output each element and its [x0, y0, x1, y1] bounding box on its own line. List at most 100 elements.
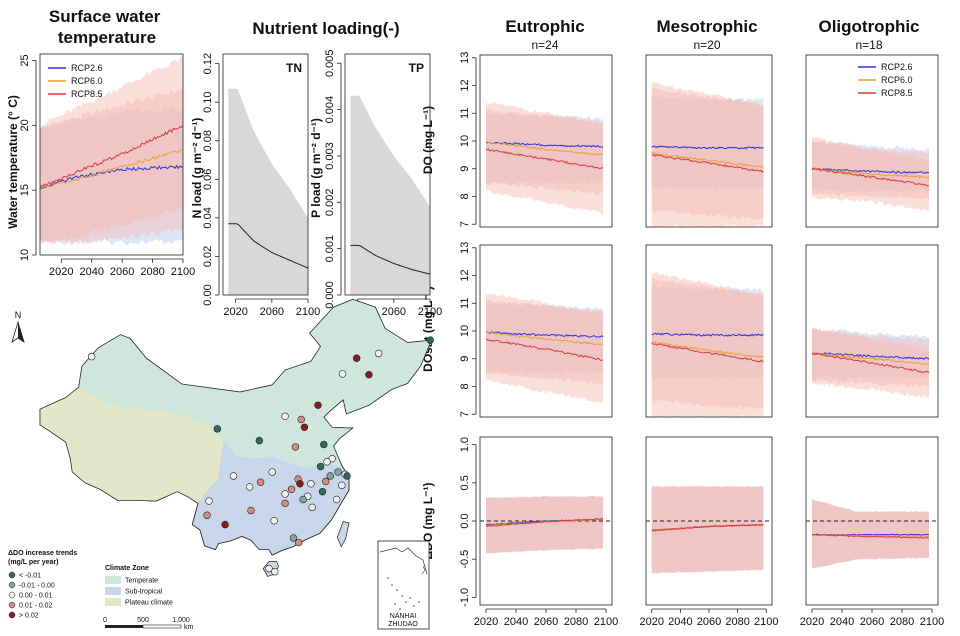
scale-tick-label: 500: [137, 617, 149, 624]
band-rcp85: [40, 55, 183, 244]
y-tick-label: 0.04: [202, 207, 214, 228]
oligotrophic-title: Oligotrophic: [818, 17, 919, 36]
band-tp: [350, 95, 430, 295]
temperature-legend: RCP2.6 RCP6.0 RCP8.5: [48, 63, 103, 99]
x-tick-label: 2100: [171, 266, 195, 278]
panel-frame: [222, 53, 309, 296]
y-tick-label: 0.06: [202, 169, 214, 190]
plot-area: [228, 88, 308, 295]
china-border: [39, 298, 433, 556]
site-marker: [334, 468, 342, 476]
panel-frame: [645, 244, 773, 418]
plot-area: [651, 81, 764, 227]
line-rcp85: [811, 167, 930, 187]
line-rcp85: [485, 338, 604, 361]
inset-island: [413, 605, 415, 607]
site-marker: [318, 487, 327, 496]
line-rcp60: [485, 141, 604, 156]
y-tick-label: 0.001: [324, 235, 336, 263]
eutrophic-title: Eutrophic: [505, 17, 584, 36]
scale-bar-black: [105, 625, 143, 628]
y-tick-label: 13: [459, 52, 471, 64]
temperature-title: Surface water temperature: [49, 7, 165, 47]
panel-do-mesotrophic: [645, 54, 773, 228]
y-tick-label: 7: [459, 411, 471, 417]
trend-legend-swatch: [8, 601, 16, 609]
site-marker: [316, 462, 325, 471]
x-tick-label: 2040: [504, 616, 528, 628]
taiwan-island: [336, 521, 350, 548]
inset-coast-2: [421, 565, 426, 575]
scale-bar-white: [142, 624, 182, 629]
legend-label: RCP2.6: [71, 63, 103, 73]
panel-frame: [39, 53, 184, 256]
site-marker: [265, 564, 273, 573]
y-tick-label: 0.0: [459, 513, 471, 528]
x-tick-label: 2060: [697, 616, 721, 628]
plot-area: [40, 55, 183, 246]
panel-do-eutrophic: 7 8 9 10 11 12 13: [459, 52, 613, 228]
zone-legend-title: Climate Zone: [105, 565, 149, 572]
band-rcp60: [651, 277, 764, 411]
y-tick-label: 0.000: [324, 281, 336, 309]
plot-area: [806, 499, 938, 569]
x-tick-label: 2060: [534, 616, 558, 628]
site-marker: [221, 520, 229, 529]
site-marker: [203, 511, 211, 519]
panel-tn: 2020 2060 2100 0.00 0.02 0.04 0.06 0.08 0.10 0.12…: [202, 53, 320, 318]
trend-legend-swatch: [8, 581, 16, 589]
site-marker: [268, 468, 276, 476]
site-marker: [338, 370, 347, 378]
y-tick-label: 12: [459, 79, 471, 91]
line-rcp60: [40, 149, 183, 190]
band-rcp60: [486, 299, 603, 386]
x-tick-label: 2040: [830, 616, 854, 628]
band-rcp26: [486, 495, 603, 554]
site-marker: [352, 354, 361, 362]
x-tick-label: 2100: [418, 306, 442, 318]
zone-legend-label: Plateau climate: [125, 600, 173, 607]
y-tick-label: 12: [459, 269, 471, 281]
y-tick-label: 8: [459, 193, 471, 199]
line-rcp85: [651, 523, 764, 532]
do-legend: RCP2.6 RCP6.0 RCP8.5: [858, 62, 913, 98]
x-tick-label: 2020: [639, 616, 663, 628]
inset-frame: [377, 540, 430, 630]
line-rcp60: [651, 341, 764, 358]
site-marker: [281, 490, 289, 498]
site-marker: [271, 568, 279, 576]
inset-coast: [379, 547, 428, 575]
band-rcp85: [651, 272, 764, 417]
x-tick-label: 2040: [79, 266, 103, 278]
x-tick-label: 2100: [594, 616, 618, 628]
y-tick-label: 1.0: [459, 437, 471, 452]
mesotrophic-title: Mesotrophic: [656, 17, 757, 36]
panel-dosat-mesotrophic: [645, 244, 773, 418]
x-tick-label: 2020: [49, 266, 73, 278]
x-tick-label: 2040: [668, 616, 692, 628]
site-marker: [299, 495, 307, 504]
site-marker: [374, 349, 383, 358]
y-tick-label: 0.10: [202, 91, 214, 112]
temperature-title-line2: temperature: [58, 28, 156, 47]
chart-panels: 2020 2040 2060 2080 2100 10 15 20 25 2020 2060 2100…: [19, 50, 944, 628]
x-tick-label: 2060: [860, 616, 884, 628]
china-map: N ΔDO increase trends (mg/L per year) < -0.…: [8, 298, 434, 631]
y-tick-label: 0.005: [324, 50, 336, 78]
line-rcp85: [811, 352, 930, 374]
site-marker: [320, 440, 328, 449]
band-rcp60: [486, 495, 603, 554]
line-rcp85: [651, 342, 764, 363]
band-rcp26: [812, 326, 929, 381]
y-tick-label: 10: [459, 325, 471, 337]
y-tick-label: 10: [459, 135, 471, 147]
band-rcp26: [651, 485, 764, 574]
site-marker: [229, 472, 238, 480]
band-rcp60: [651, 87, 764, 220]
site-marker: [281, 499, 289, 508]
y-tick-label: 9: [459, 166, 471, 172]
panel-label-tn: TN: [286, 61, 302, 75]
site-marker: [87, 352, 96, 361]
site-marker: [281, 412, 289, 420]
legend-label: RCP2.6: [881, 62, 913, 72]
